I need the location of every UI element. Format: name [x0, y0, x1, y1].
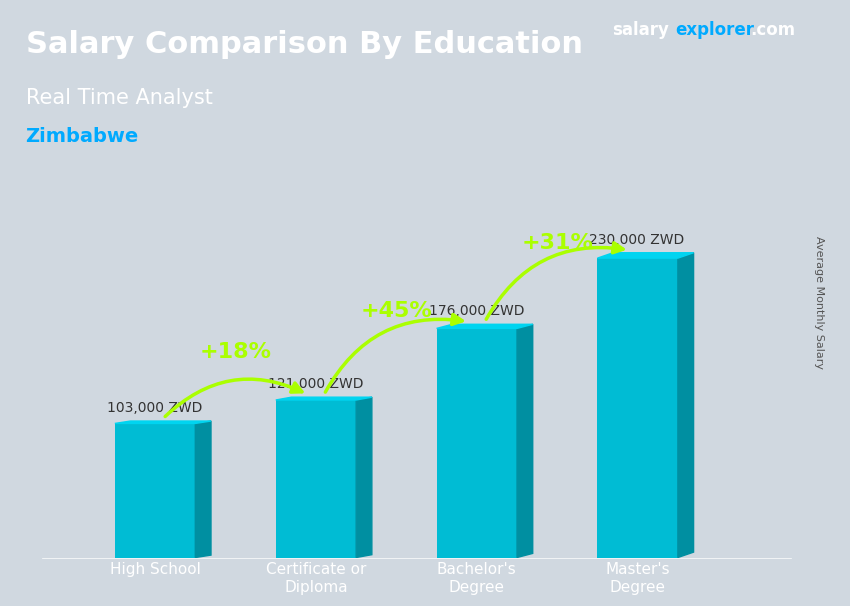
Bar — [275, 400, 356, 558]
Text: +31%: +31% — [521, 233, 593, 253]
Text: +18%: +18% — [200, 342, 271, 362]
Bar — [437, 328, 517, 558]
Polygon shape — [678, 253, 694, 558]
Text: Zimbabwe: Zimbabwe — [26, 127, 139, 146]
Text: 121,000 ZWD: 121,000 ZWD — [268, 377, 363, 391]
Text: 103,000 ZWD: 103,000 ZWD — [107, 401, 202, 415]
Text: Average Monthly Salary: Average Monthly Salary — [814, 236, 824, 370]
Polygon shape — [356, 397, 371, 558]
Text: explorer: explorer — [676, 21, 755, 39]
Text: Real Time Analyst: Real Time Analyst — [26, 88, 212, 108]
Polygon shape — [437, 324, 533, 328]
Text: salary: salary — [612, 21, 669, 39]
Bar — [598, 258, 678, 558]
Polygon shape — [196, 421, 211, 558]
Text: .com: .com — [751, 21, 796, 39]
Polygon shape — [598, 253, 694, 258]
Polygon shape — [517, 324, 533, 558]
Bar — [115, 424, 196, 558]
Polygon shape — [275, 397, 371, 400]
Text: +45%: +45% — [360, 301, 433, 321]
Polygon shape — [115, 421, 211, 424]
Text: 230,000 ZWD: 230,000 ZWD — [589, 233, 684, 247]
Text: 176,000 ZWD: 176,000 ZWD — [428, 304, 524, 318]
Text: Salary Comparison By Education: Salary Comparison By Education — [26, 30, 582, 59]
